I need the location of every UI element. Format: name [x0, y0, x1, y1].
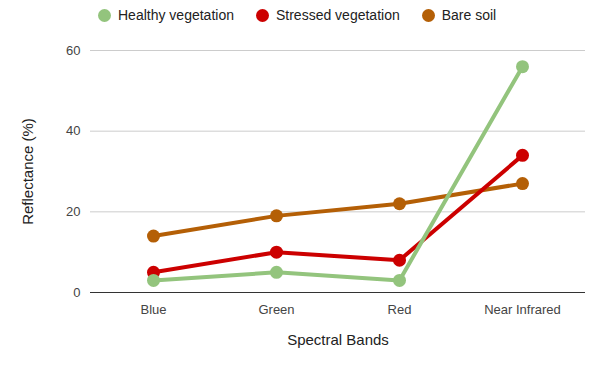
svg-text:Near Infrared: Near Infrared: [484, 302, 561, 317]
html-text:Bare soil: Bare soil: [441, 7, 497, 23]
svg-text:0: 0: [73, 285, 80, 300]
svg-text:60: 60: [66, 43, 80, 58]
svg-text:20: 20: [66, 204, 80, 219]
html-text:Stressed vegetation: Stressed vegetation: [276, 7, 400, 23]
svg-text:40: 40: [66, 123, 80, 138]
html-text:Healthy vegetation: Healthy vegetation: [118, 7, 234, 23]
svg-text:Blue: Blue: [140, 302, 166, 317]
svg-text:Green: Green: [258, 302, 294, 317]
svg-text:Red: Red: [388, 302, 412, 317]
svg-text:Reflectance (%): Reflectance (%): [19, 118, 36, 225]
svg-text:Spectral Bands: Spectral Bands: [287, 331, 389, 348]
